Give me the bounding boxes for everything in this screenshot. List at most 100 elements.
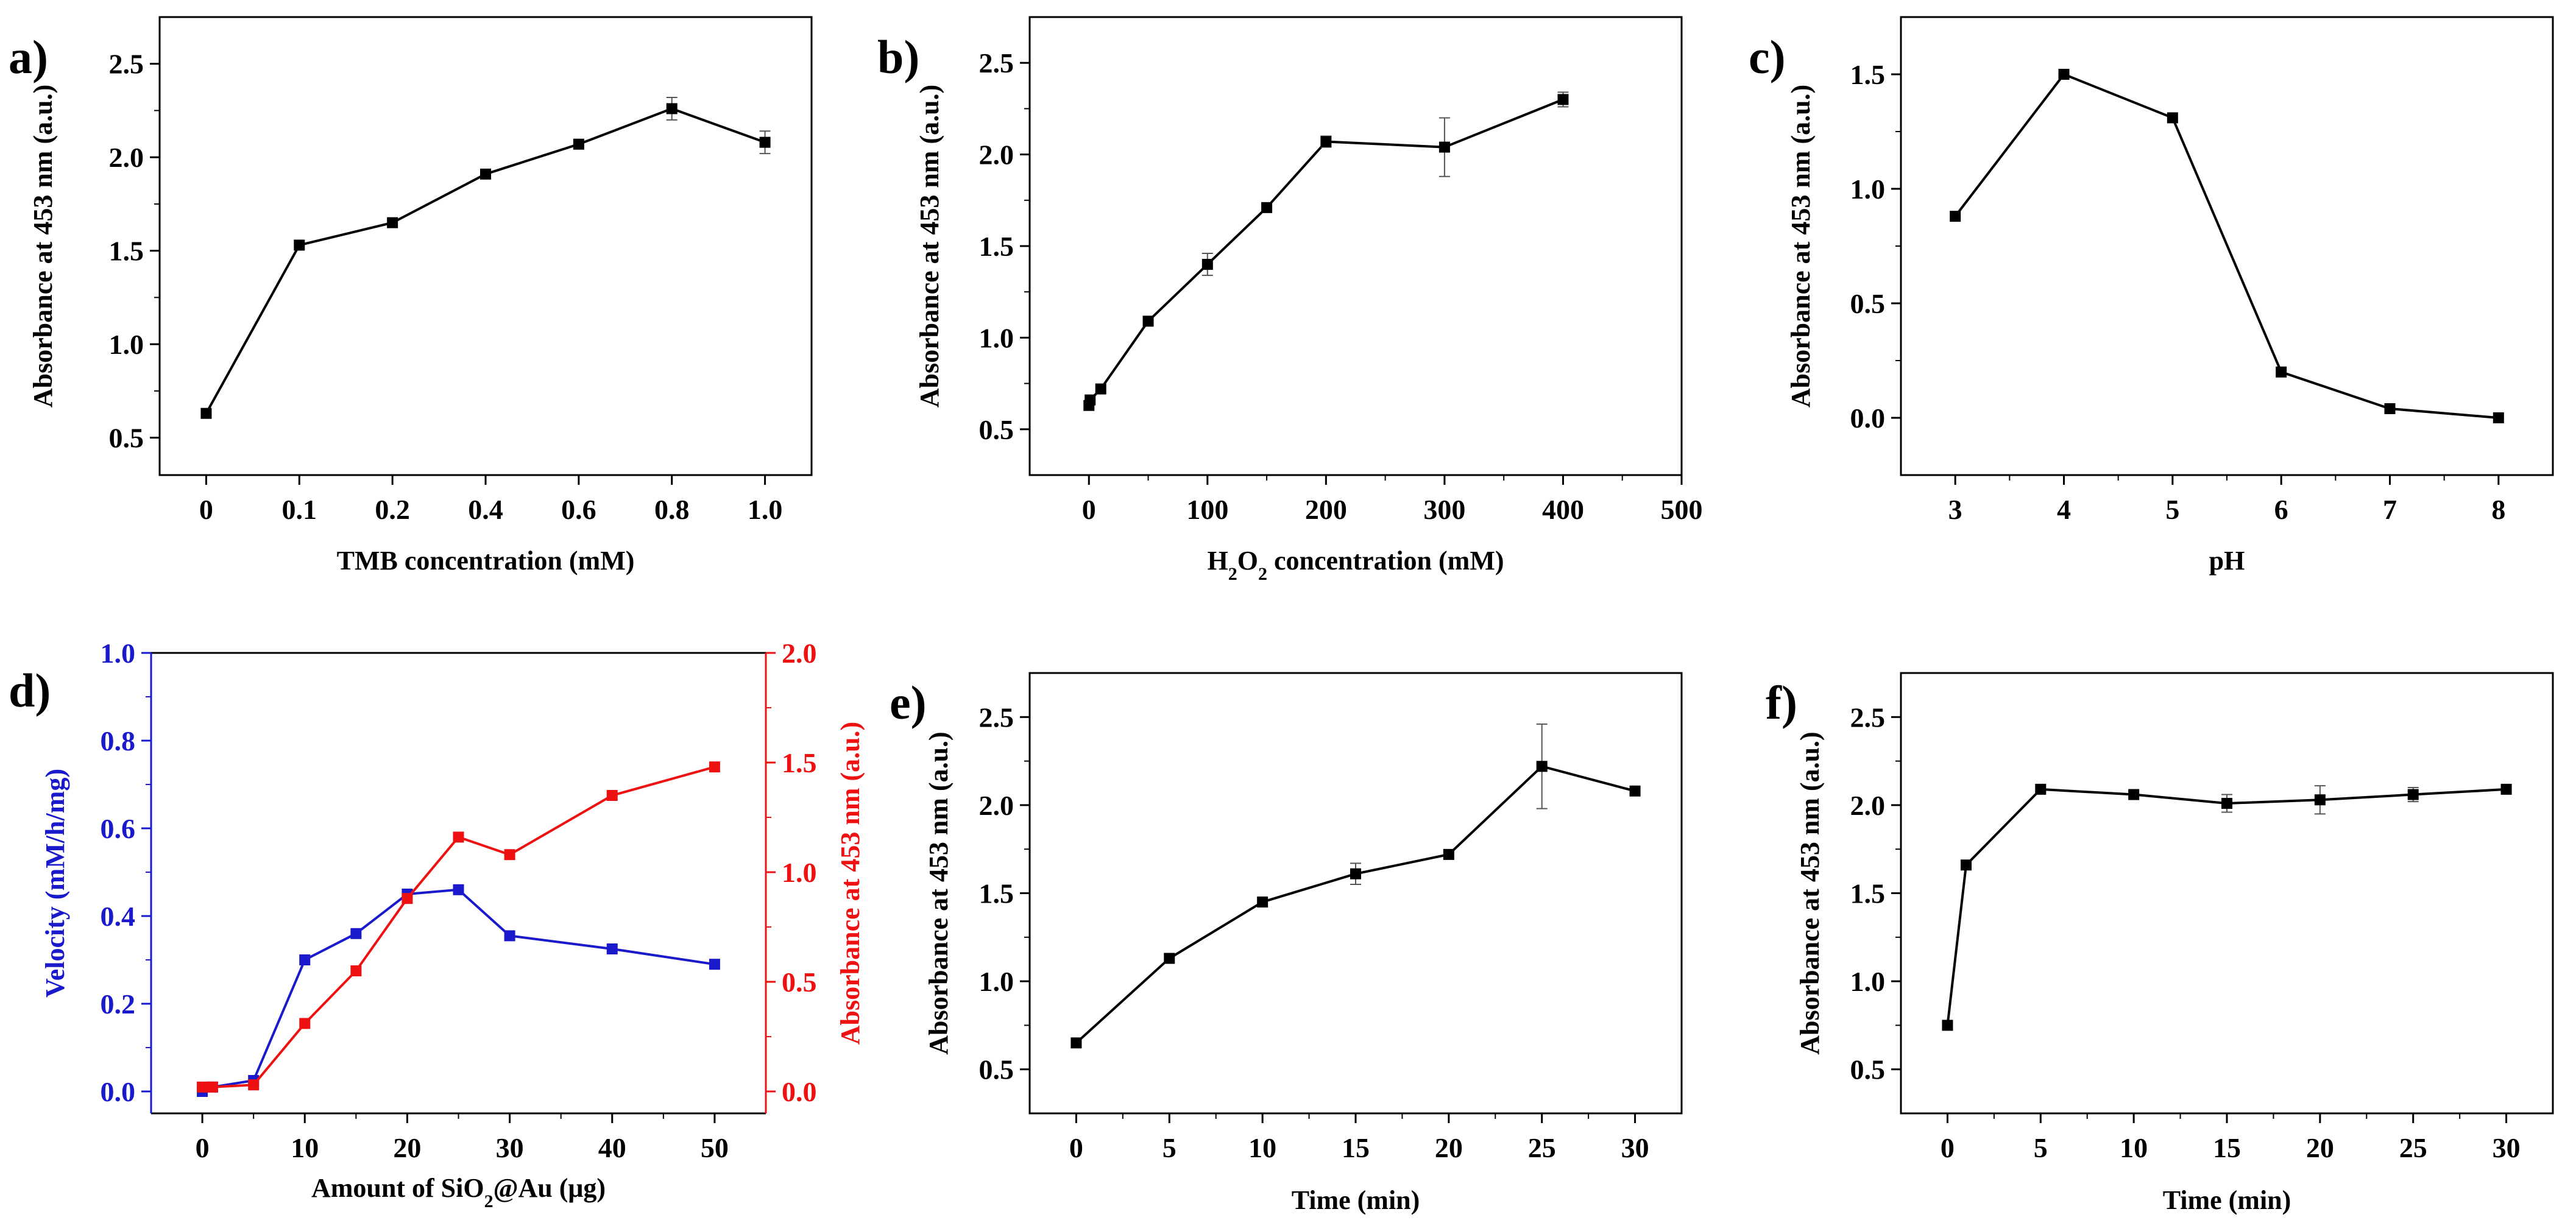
y-tick-label: 0.0: [101, 1076, 136, 1107]
panel-label: d): [9, 664, 51, 717]
data-point: [197, 1081, 208, 1093]
x-axis: 0 0.1 0.2 0.4 0.6 0.8 1.0: [199, 475, 782, 525]
x-tick-label: 25: [2399, 1132, 2427, 1163]
data-point: [1261, 202, 1273, 213]
axes: [150, 652, 767, 1115]
x-tick-label: 0.6: [561, 494, 596, 525]
x-tick-label: 0.8: [654, 494, 690, 525]
x-tick-label: 3: [1948, 494, 1962, 525]
panel-label: c): [1749, 30, 1786, 83]
data-point: [1961, 859, 1972, 871]
y-tick-label: 1.0: [782, 857, 817, 888]
data-point: [248, 1079, 260, 1091]
x-tick-label: 7: [2383, 494, 2397, 525]
data-point: [504, 849, 515, 861]
series-line: [205, 107, 766, 414]
x-tick-label: 1.0: [748, 494, 783, 525]
x-tick-label: 0: [1082, 494, 1096, 525]
x-axis-label: Amount of SiO2@Au (μg): [311, 1173, 606, 1211]
x-tick-label: 4: [2057, 494, 2071, 525]
x-tick-label: 30: [1621, 1132, 1649, 1163]
series-absorbance: [1070, 723, 1641, 1049]
x-axis-label: Time (min): [1292, 1185, 1420, 1215]
panel-label: f): [1766, 676, 1797, 729]
y-axis-left: 0.5 1.0 1.5 2.0 2.5: [109, 49, 160, 454]
data-point: [1942, 1020, 1953, 1031]
x-axis-label: TMB concentration (mM): [337, 546, 635, 576]
panel-e: e) 0 5 10 15 20 25 30 Time (min) 0.5 1.0 1.5 2.0 2.5 A…: [890, 672, 1683, 1215]
x-axis: 3 4 5 6 7 8: [1948, 475, 2505, 525]
y-tick-label: 1.0: [109, 329, 144, 360]
y-axis-label: Absorbance at 453 nm (a.u.): [1795, 731, 1825, 1054]
series-absorbance: [1083, 91, 1569, 411]
data-point: [2384, 403, 2396, 414]
y-tick-label: 0.8: [101, 725, 136, 756]
data-point: [402, 893, 413, 904]
label-part: @Au (μg): [494, 1173, 606, 1203]
x-tick-label: 15: [2213, 1132, 2241, 1163]
y-tick-label: 0.0: [1850, 403, 1886, 434]
y-tick-label: 2.5: [979, 702, 1014, 733]
series-absorbance: [1942, 783, 2512, 1031]
x-tick-label: 6: [2274, 494, 2288, 525]
y-tick-label: 1.5: [109, 236, 144, 267]
data-point: [350, 965, 362, 976]
data-point: [2167, 112, 2178, 124]
data-point: [606, 790, 618, 801]
x-tick-label: 8: [2491, 494, 2505, 525]
y-tick-label: 1.5: [979, 231, 1014, 262]
panel-c: c) 3 4 5 6 7 8 pH 0.0 0.5 1.0 1.5 Absorbance at 453 …: [1749, 16, 2554, 576]
y-tick-label: 2.0: [109, 142, 144, 173]
data-point: [453, 831, 464, 843]
y-tick-label: 1.0: [1850, 174, 1886, 205]
data-point: [1085, 394, 1096, 406]
panel-a: a) 0 0.1 0.2 0.4 0.6 0.8 1.0 TMB concentration (…: [9, 16, 813, 576]
x-tick-label: 30: [2493, 1132, 2521, 1163]
x-tick-label: 10: [1248, 1132, 1276, 1163]
x-axis: 0 5 10 15 20 25 30: [1941, 1113, 2521, 1163]
data-point: [709, 959, 720, 970]
data-point: [2493, 412, 2504, 423]
y-axis-left: 0.5 1.0 1.5 2.0 2.5: [1850, 702, 1901, 1085]
x-axis: 0 10 20 30 40 50: [196, 1113, 729, 1163]
y-tick-label: 2.0: [979, 139, 1014, 171]
y-tick-label: 1.0: [979, 322, 1014, 353]
subscript: 2: [1258, 564, 1267, 584]
y-tick-label: 0.0: [782, 1076, 817, 1107]
y-tick-label: 0.2: [101, 989, 136, 1020]
data-point: [2058, 69, 2070, 80]
y-tick-label: 1.5: [1850, 878, 1886, 909]
y-tick-label: 0.5: [1850, 288, 1886, 319]
x-tick-label: 5: [1162, 1132, 1177, 1163]
y-tick-label: 1.5: [782, 747, 817, 778]
series-velocity: [197, 884, 720, 1097]
data-point: [1070, 1037, 1082, 1049]
data-point: [480, 168, 491, 180]
x-tick-label: 0: [1069, 1132, 1083, 1163]
y-tick-label: 0.5: [109, 423, 144, 454]
series-absorbance: [197, 761, 720, 1093]
data-point: [387, 217, 398, 228]
axes: [1028, 16, 1683, 476]
data-point: [299, 954, 311, 965]
y-tick-label: 1.5: [979, 878, 1014, 909]
y-tick-label: 2.0: [782, 638, 817, 669]
x-tick-label: 50: [701, 1132, 729, 1163]
x-axis: 0 5 10 15 20 25 30: [1069, 1113, 1649, 1163]
data-point: [1438, 141, 1450, 153]
x-tick-label: 10: [2120, 1132, 2148, 1163]
x-tick-label: 100: [1186, 494, 1228, 525]
data-point: [2276, 366, 2287, 378]
x-axis: 0 100 200 300 400 500: [1082, 475, 1703, 525]
data-point: [1629, 785, 1641, 797]
panel-label: a): [9, 30, 48, 83]
y-axis-label: Absorbance at 453 nm (a.u.): [924, 731, 954, 1054]
data-point: [606, 943, 618, 954]
x-tick-label: 20: [2306, 1132, 2334, 1163]
y-axis-right: 0.0 0.5 1.0 1.5 2.0: [766, 638, 817, 1107]
x-tick-label: 0.4: [468, 494, 503, 525]
y-tick-label: 2.5: [979, 48, 1014, 79]
y-axis-left: 0.0 0.2 0.4 0.6 0.8 1.0: [101, 638, 151, 1107]
